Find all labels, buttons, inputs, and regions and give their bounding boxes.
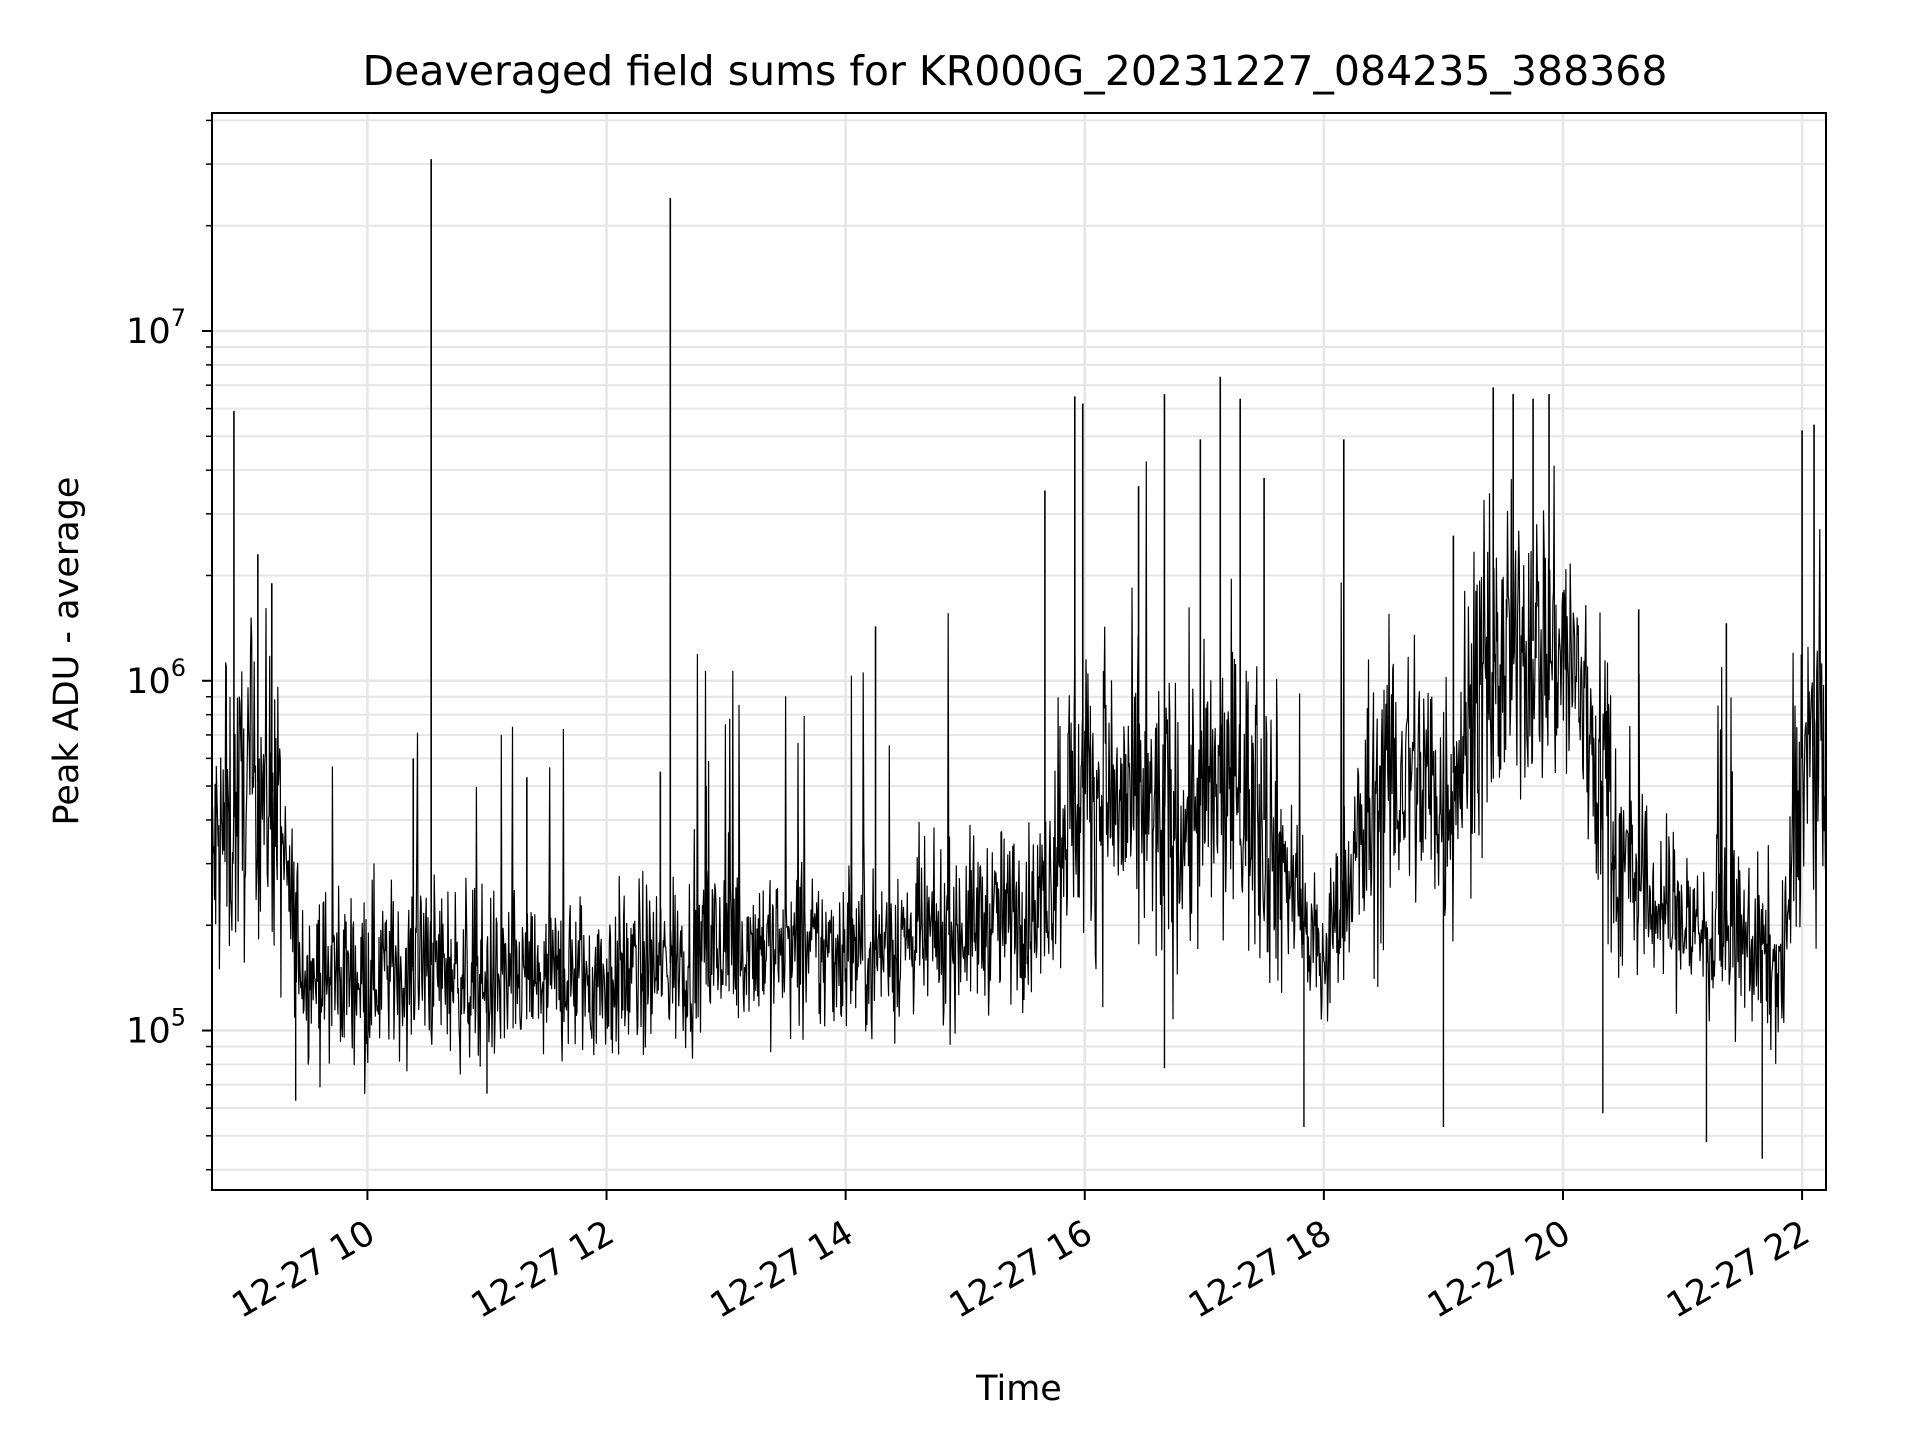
y-tick-label: 105: [126, 1004, 186, 1052]
y-tick-label: 106: [126, 654, 186, 702]
plot-background: [212, 113, 1826, 1190]
data-series: [211, 159, 1827, 1159]
plot-frame: [211, 112, 1827, 1191]
y-tick-label-exponent: 5: [171, 1004, 186, 1032]
y-axis-label: Peak ADU - average: [47, 477, 87, 826]
grid-lines: [212, 113, 1826, 1190]
series-line: [211, 461, 1827, 1094]
y-tick-label-exponent: 6: [171, 654, 186, 682]
chart-title: Deaveraged field sums for KR000G_2023122…: [363, 47, 1668, 95]
y-tick-label-base: 10: [126, 662, 171, 702]
y-tick-label-base: 10: [126, 312, 171, 352]
y-tick-label-base: 10: [126, 1012, 171, 1052]
y-tick-label-exponent: 7: [171, 304, 186, 332]
x-axis-label: Time: [975, 1369, 1062, 1409]
y-tick-label: 107: [126, 304, 186, 352]
plot-area: 12-27 10 12-27 12 12-27 14 12-27 16 12-27 18…: [126, 112, 1827, 1326]
